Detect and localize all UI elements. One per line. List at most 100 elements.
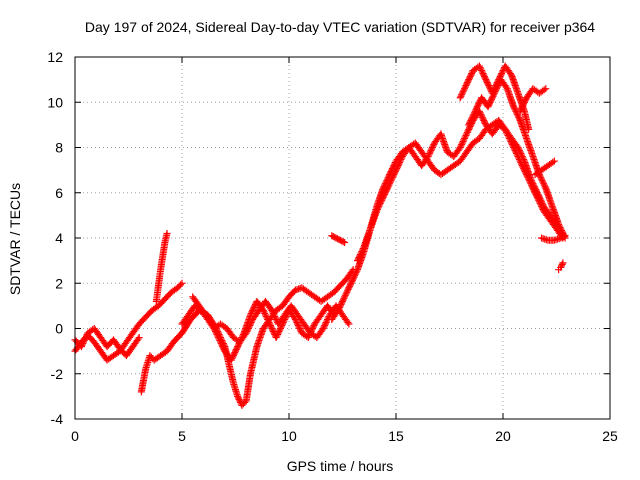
data-point xyxy=(263,314,271,322)
data-point xyxy=(352,269,360,277)
data-point xyxy=(540,180,548,188)
data-point xyxy=(272,334,280,342)
data-point xyxy=(274,329,282,337)
data-point xyxy=(80,337,88,345)
data-point xyxy=(516,107,524,115)
x-tick-label: 10 xyxy=(281,428,297,444)
data-point xyxy=(426,148,434,156)
data-point xyxy=(428,145,436,153)
data-point xyxy=(343,288,351,296)
data-point xyxy=(502,83,510,91)
data-point xyxy=(475,62,483,70)
data-point xyxy=(79,340,87,348)
data-point xyxy=(480,118,488,126)
data-point xyxy=(542,85,550,93)
data-point xyxy=(320,323,328,331)
data-point xyxy=(232,347,239,355)
data-point xyxy=(538,177,546,185)
data-point xyxy=(275,328,283,336)
data-point xyxy=(356,252,364,260)
data-point xyxy=(460,134,468,142)
data-point xyxy=(336,302,344,310)
data-point xyxy=(323,317,331,325)
data-point xyxy=(321,321,329,329)
data-point xyxy=(493,85,501,93)
data-point xyxy=(345,284,353,292)
data-point xyxy=(163,229,171,237)
data-point xyxy=(208,320,216,328)
chart-title: Day 197 of 2024, Sidereal Day-to-day VTE… xyxy=(85,19,595,35)
data-point xyxy=(291,315,299,323)
data-point xyxy=(349,275,357,283)
data-point xyxy=(229,352,237,360)
data-point xyxy=(227,356,235,364)
data-point xyxy=(383,186,391,194)
data-point xyxy=(550,157,558,165)
data-point xyxy=(517,150,525,158)
data-point xyxy=(519,101,527,109)
data-point xyxy=(236,337,244,345)
data-point xyxy=(540,181,548,189)
data-point xyxy=(342,290,350,298)
data-point xyxy=(295,323,303,331)
data-point xyxy=(237,335,245,343)
data-point xyxy=(373,205,381,213)
data-point xyxy=(392,166,400,174)
data-point xyxy=(457,142,465,150)
data-point xyxy=(489,92,497,100)
data-point xyxy=(530,181,538,189)
data-point xyxy=(520,100,528,108)
data-point xyxy=(268,306,276,314)
data-point xyxy=(465,74,473,82)
data-point xyxy=(211,326,219,334)
data-point xyxy=(268,325,276,332)
data-point xyxy=(424,153,432,161)
data-point xyxy=(461,133,469,141)
data-point xyxy=(210,325,218,332)
data-point xyxy=(537,174,545,182)
data-point xyxy=(354,255,362,263)
data-point xyxy=(490,89,498,97)
data-point xyxy=(307,328,315,336)
data-point xyxy=(470,109,478,117)
data-point xyxy=(236,397,244,405)
data-point xyxy=(353,267,361,275)
data-point xyxy=(338,299,346,307)
data-point xyxy=(477,110,485,118)
data-point xyxy=(463,79,471,87)
data-point xyxy=(463,80,471,88)
data-point xyxy=(456,94,464,102)
data-point xyxy=(264,315,272,323)
data-point xyxy=(309,325,317,332)
data-point xyxy=(471,107,479,115)
data-point xyxy=(260,308,268,316)
data-point xyxy=(535,193,543,201)
data-point xyxy=(292,317,300,325)
data-point xyxy=(249,306,257,314)
data-series xyxy=(465,76,569,242)
data-point xyxy=(560,232,568,240)
data-point xyxy=(478,112,486,120)
data-point xyxy=(321,320,329,328)
data-point xyxy=(353,257,361,265)
data-point xyxy=(373,207,381,215)
data-point xyxy=(536,195,544,203)
data-point xyxy=(357,249,365,257)
data-point xyxy=(212,328,220,336)
data-point xyxy=(470,110,478,118)
data-point xyxy=(217,338,225,346)
data-point xyxy=(530,183,538,191)
data-point xyxy=(468,113,476,121)
data-point xyxy=(559,259,567,267)
data-point xyxy=(339,238,347,246)
data-point xyxy=(396,159,404,167)
data-point xyxy=(485,101,493,109)
data-point xyxy=(232,346,240,354)
data-series xyxy=(71,325,143,360)
data-point xyxy=(480,73,488,81)
data-point xyxy=(231,349,239,357)
data-point xyxy=(556,223,564,231)
data-point xyxy=(528,178,536,186)
data-point xyxy=(335,305,343,313)
